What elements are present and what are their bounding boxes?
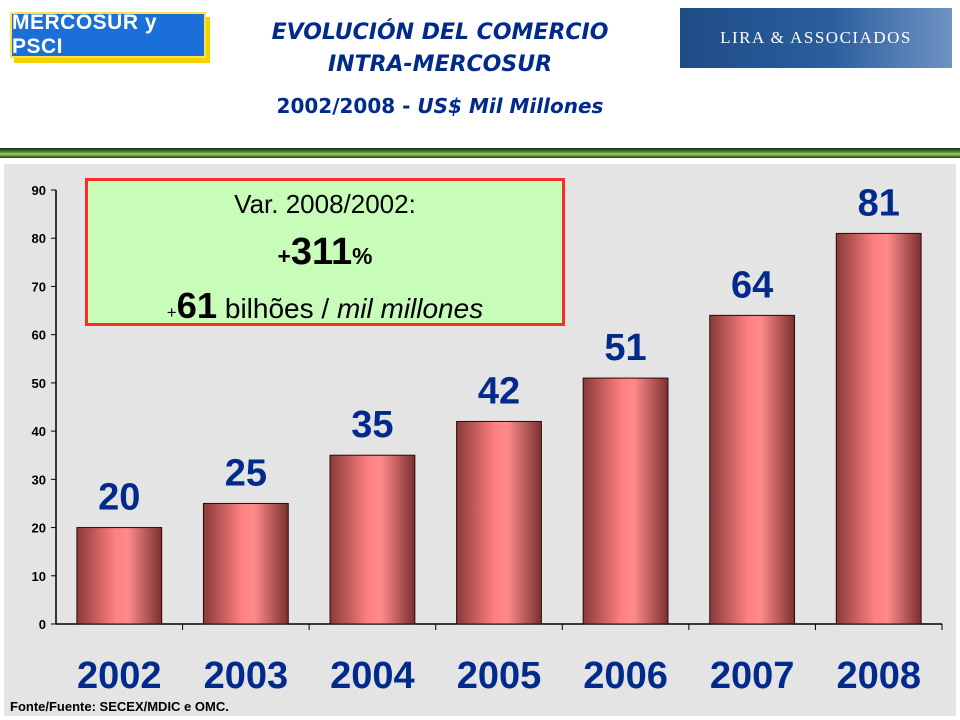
subtitle-years: 2002/2008 - [276, 94, 411, 118]
bar-chart: 0 10 20 30 40 50 60 70 80 90 20 2002 25 2003 35 2004 42… [32, 182, 943, 697]
subtitle-unit: US$ Mil Millones [417, 94, 604, 118]
callout-absolute-value: 61 [176, 285, 218, 326]
y-tick-label: 80 [32, 231, 46, 246]
bar-2008 [835, 232, 922, 625]
callout-percent-unit: % [352, 243, 373, 269]
callout-absolute: +61 bilhões / mil millones [88, 285, 562, 327]
callout-absolute-pt: bilhões / [217, 293, 337, 324]
data-label-2003: 25 [225, 452, 267, 494]
mercosur-psci-logo: MERCOSUR y PSCI [10, 11, 206, 58]
y-tick-label: 70 [32, 279, 46, 294]
x-tick-label-2004: 2004 [330, 655, 415, 697]
x-tick-label-2006: 2006 [583, 655, 668, 697]
bar-2003 [202, 502, 289, 625]
data-label-2007: 64 [731, 264, 773, 306]
lira-associados-logo: LIRA & ASSOCIADOS [680, 8, 952, 68]
y-tick-label: 40 [32, 424, 46, 439]
x-tick-label-2002: 2002 [77, 655, 162, 697]
y-tick-label: 30 [32, 472, 46, 487]
chart-title-line1: EVOLUCIÓN DEL COMERCIO [271, 20, 609, 45]
callout-percent: +311% [88, 231, 562, 274]
y-tick-label: 10 [32, 569, 46, 584]
bar-2004 [329, 454, 416, 625]
bar-2002 [76, 527, 163, 625]
y-tick-label: 20 [32, 521, 46, 536]
callout-absolute-es: mil millones [336, 293, 484, 324]
chart-subtitle: 2002/2008 - US$ Mil Millones [200, 94, 680, 118]
header-divider [0, 148, 960, 158]
data-label-2006: 51 [604, 327, 646, 369]
data-label-2008: 81 [858, 182, 900, 224]
callout-percent-sign: + [277, 243, 291, 269]
callout-period: Var. 2008/2002: [234, 189, 416, 219]
data-label-2002: 20 [98, 477, 140, 519]
y-tick-label: 60 [32, 328, 46, 343]
x-tick-label-2007: 2007 [710, 655, 795, 697]
data-label-2004: 35 [351, 404, 393, 446]
y-tick-label: 0 [39, 617, 46, 632]
source-note: Fonte/Fuente: SECEX/MDIC e OMC. [10, 699, 229, 714]
x-tick-label-2003: 2003 [204, 655, 289, 697]
bar-2006 [582, 377, 669, 625]
variation-callout: Var. 2008/2002: +311% +61 bilhões / mil … [85, 178, 565, 326]
callout-absolute-sign: + [166, 303, 177, 322]
callout-percent-value: 311 [290, 231, 353, 273]
y-tick-label: 50 [32, 376, 46, 391]
x-tick-label-2008: 2008 [836, 655, 921, 697]
data-label-2005: 42 [478, 370, 520, 412]
x-tick-label-2005: 2005 [457, 655, 542, 697]
bar-2005 [456, 420, 542, 625]
bar-2007 [709, 314, 796, 625]
y-tick-label: 90 [32, 183, 46, 198]
chart-title-line2: INTRA-MERCOSUR [327, 52, 553, 77]
